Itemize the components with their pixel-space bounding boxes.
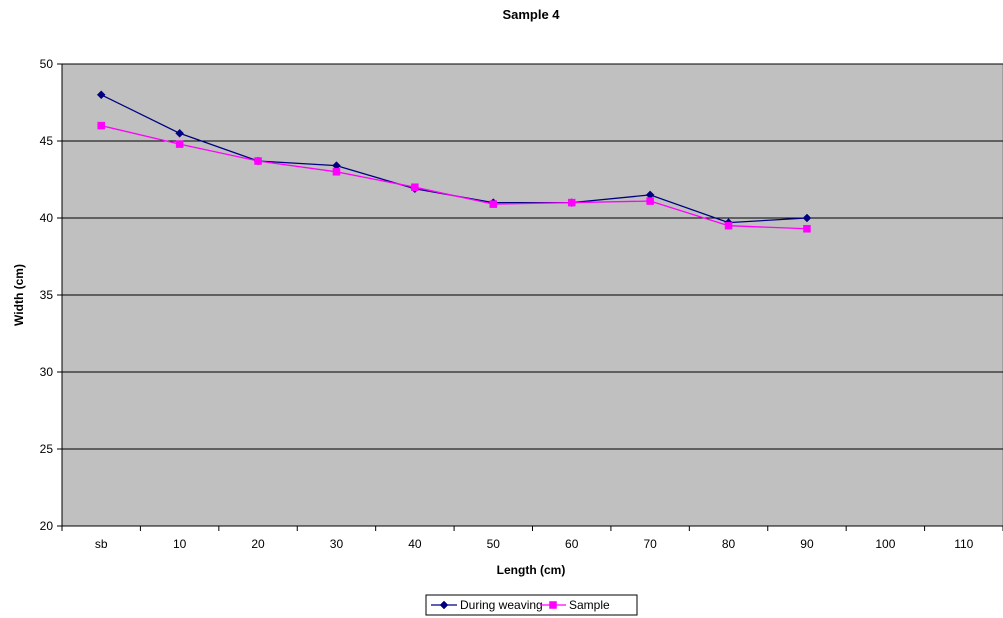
x-tick-label: 100 xyxy=(875,537,895,551)
y-axis: 20 25 30 35 40 45 50 xyxy=(40,57,63,533)
legend-marker xyxy=(439,600,449,610)
x-axis-label: Length (cm) xyxy=(497,563,566,577)
x-tick-label: 80 xyxy=(722,537,736,551)
y-tick-label: 30 xyxy=(40,365,54,379)
series-group xyxy=(96,90,812,233)
data-point xyxy=(175,128,184,138)
x-tick-label: 70 xyxy=(643,537,657,551)
data-point xyxy=(803,225,811,233)
legend-label: During weaving xyxy=(460,598,543,612)
y-tick-label: 40 xyxy=(40,211,54,225)
x-tick-label: 60 xyxy=(565,537,579,551)
chart-title: Sample 4 xyxy=(502,7,560,22)
y-tick-label: 45 xyxy=(40,134,54,148)
y-tick-label: 35 xyxy=(40,288,54,302)
legend-label: Sample xyxy=(569,598,610,612)
x-tick-label: 30 xyxy=(330,537,344,551)
data-point xyxy=(567,198,576,207)
data-point xyxy=(332,168,341,176)
data-point xyxy=(724,221,733,230)
legend-marker xyxy=(549,601,557,609)
data-point xyxy=(802,213,812,223)
y-tick-label: 25 xyxy=(40,442,54,456)
legend-entry: During weaving xyxy=(431,598,543,612)
gridlines xyxy=(62,63,1003,450)
x-tick-label: 40 xyxy=(408,537,422,551)
y-tick-label: 50 xyxy=(40,57,54,71)
data-point xyxy=(489,200,498,208)
x-tick-label: 90 xyxy=(800,537,814,551)
data-point xyxy=(646,197,654,205)
data-point xyxy=(175,140,184,148)
x-tick-label: 10 xyxy=(173,537,187,551)
data-point xyxy=(97,121,105,130)
x-tick-label: sb xyxy=(95,537,108,551)
x-axis: sb 10 20 30 40 50 60 70 80 90 100 110 xyxy=(61,525,1003,551)
legend-entry: Sample xyxy=(540,598,610,612)
legend-box xyxy=(425,594,638,616)
y-axis-label: Width (cm) xyxy=(12,264,26,326)
legend: During weaving Sample xyxy=(425,594,638,616)
series-2 xyxy=(97,121,811,233)
x-tick-label: 50 xyxy=(487,537,501,551)
data-point xyxy=(96,90,106,100)
data-point xyxy=(254,157,262,165)
x-tick-label: 110 xyxy=(954,537,973,551)
data-point xyxy=(411,183,419,191)
x-tick-label: 20 xyxy=(251,537,265,551)
series-line xyxy=(101,124,807,230)
y-tick-label: 20 xyxy=(40,519,54,533)
